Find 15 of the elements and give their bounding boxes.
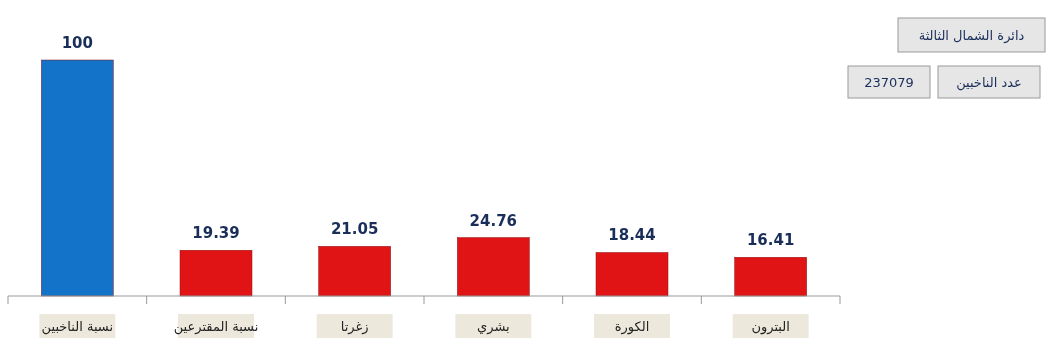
- x-tick-label: البترون: [751, 319, 790, 335]
- text: عدد الناخبين: [956, 75, 1022, 91]
- text: 237079: [864, 75, 914, 90]
- x-tick-label: زغرتا: [340, 319, 369, 335]
- x-tick-label: بشري: [477, 319, 510, 335]
- data-label: 21.05: [330, 220, 379, 239]
- data-label: 100: [61, 34, 93, 52]
- x-tick-label: نسبة المقترعين: [173, 319, 259, 335]
- data-label: 24.76: [469, 211, 518, 230]
- x-tick-label: الكورة: [614, 319, 650, 335]
- data-label: 18.44: [608, 226, 656, 245]
- data-label: 16.41: [746, 231, 795, 250]
- text: دائرة الشمال الثالثة: [918, 28, 1025, 44]
- x-tick-label: نسبة الناخبين: [41, 319, 114, 335]
- data-label: 19.39: [192, 224, 240, 243]
